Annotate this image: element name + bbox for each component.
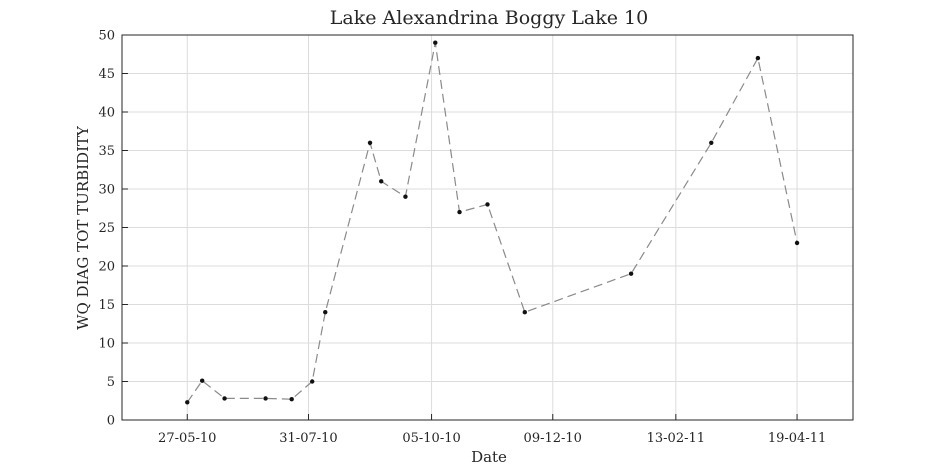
data-point xyxy=(263,396,268,401)
y-tick-label: 20 xyxy=(98,260,115,275)
data-point xyxy=(628,271,634,276)
data-point xyxy=(522,310,527,315)
x-axis-label: Date xyxy=(471,448,507,466)
data-point xyxy=(323,310,328,315)
y-tick-label: 45 xyxy=(98,67,115,82)
data-point xyxy=(403,194,408,199)
y-tick-label: 35 xyxy=(98,144,115,159)
data-point xyxy=(485,202,490,207)
x-tick-label: 05-10-10 xyxy=(402,431,460,446)
data-point xyxy=(433,40,438,45)
y-tick-label: 25 xyxy=(98,221,115,236)
tick-layer: 0 5 10 15 20 25 30 35 40 45 50 27-05-10 31-07-10 05-1… xyxy=(98,29,826,447)
data-point xyxy=(709,140,714,145)
x-tick-label: 19-04-11 xyxy=(768,431,826,446)
x-tick-label: 13-02-11 xyxy=(647,431,705,446)
data-point xyxy=(367,140,373,145)
data-point xyxy=(289,397,294,402)
x-tick-label: 27-05-10 xyxy=(158,431,216,446)
y-tick-label: 30 xyxy=(98,183,115,198)
x-tick-label: 31-07-10 xyxy=(279,431,337,446)
data-point xyxy=(199,378,205,383)
data-point xyxy=(310,379,315,384)
chart-title: Lake Alexandrina Boggy Lake 10 xyxy=(330,7,648,29)
y-tick-label: 50 xyxy=(98,29,115,44)
data-point xyxy=(457,209,462,215)
x-tick-label: 09-12-10 xyxy=(524,431,582,446)
y-tick-label: 10 xyxy=(98,337,115,352)
data-point xyxy=(379,179,384,184)
data-point xyxy=(794,240,800,246)
y-tick-label: 40 xyxy=(98,106,115,121)
grid-layer xyxy=(122,34,853,421)
data-point xyxy=(755,55,761,61)
y-tick-label: 15 xyxy=(98,298,115,313)
series-layer xyxy=(185,40,800,405)
y-axis-label: WQ DIAG TOT TURBIDITY xyxy=(74,125,92,330)
y-tick-label: 0 xyxy=(107,414,115,429)
y-tick-label: 5 xyxy=(107,375,115,390)
data-point xyxy=(185,400,190,405)
series-line xyxy=(186,42,798,403)
data-point xyxy=(222,396,227,401)
